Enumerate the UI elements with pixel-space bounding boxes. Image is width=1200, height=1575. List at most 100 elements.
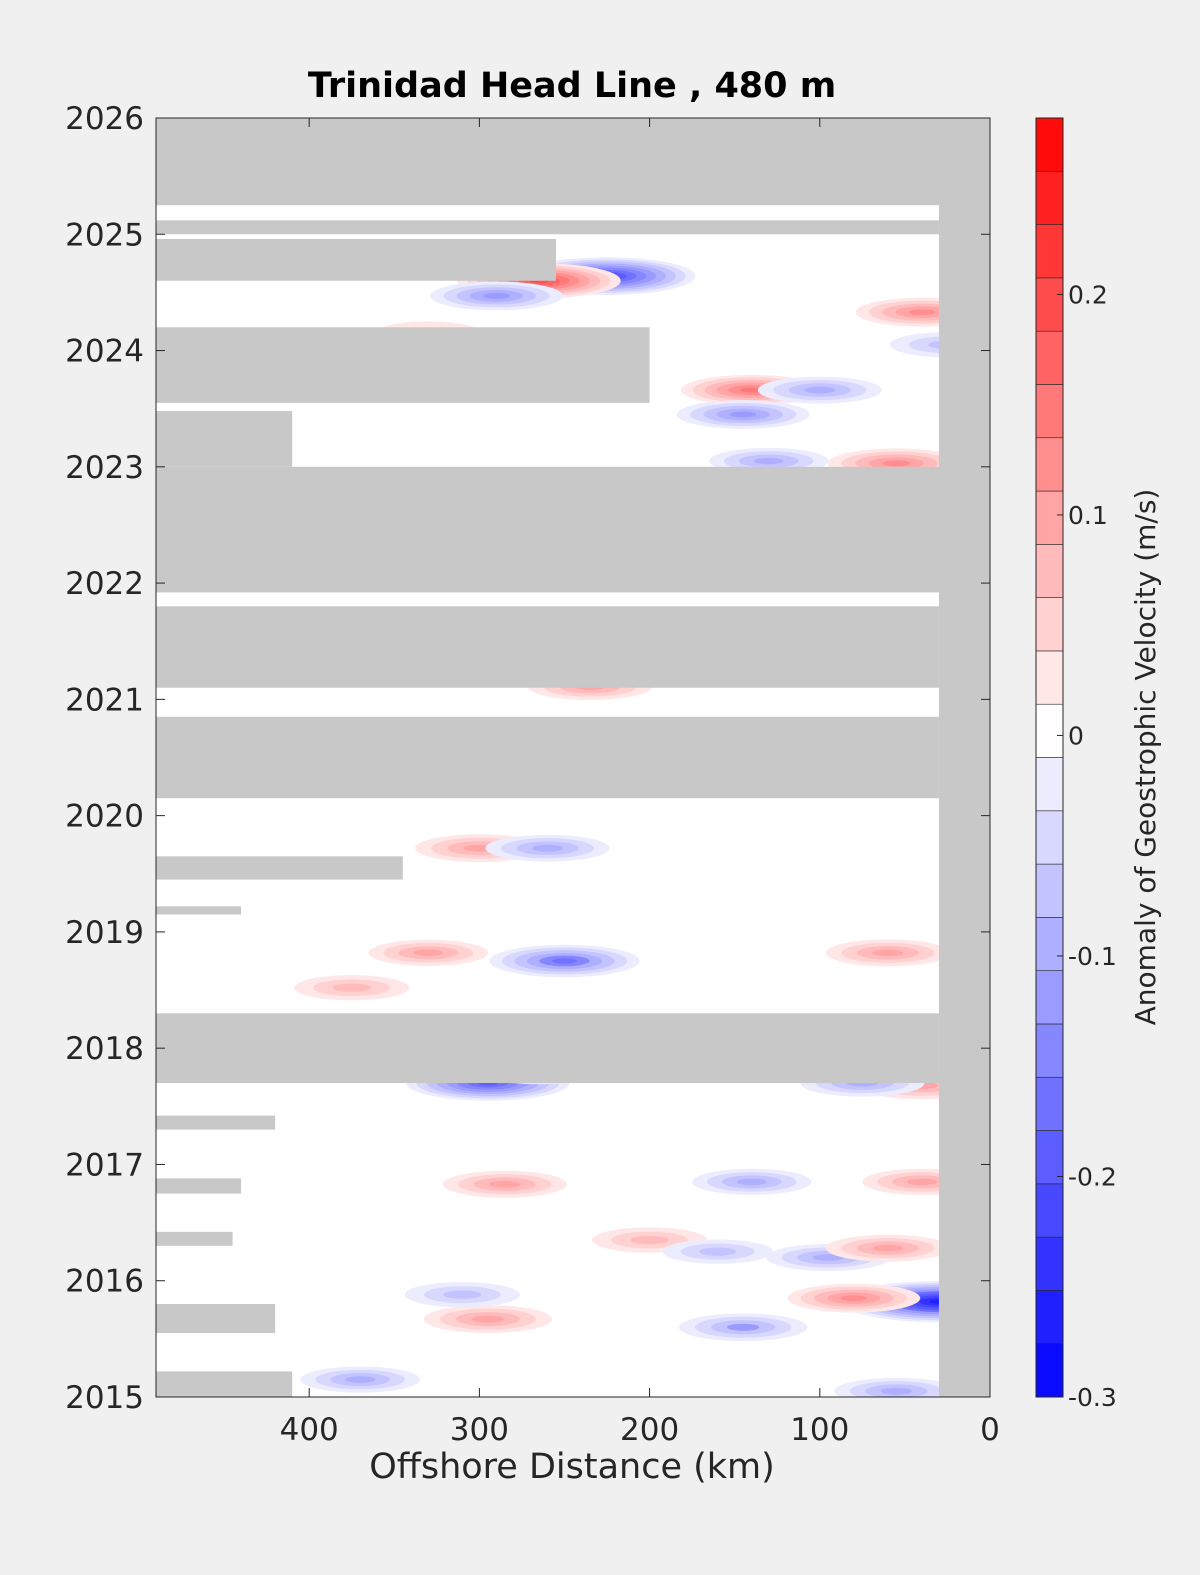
colorbar-level bbox=[1035, 597, 1064, 652]
missing-data-block bbox=[156, 327, 650, 403]
anomaly-contour bbox=[483, 292, 510, 299]
colorbar-level bbox=[1035, 1343, 1064, 1398]
colorbar-level bbox=[1035, 437, 1064, 492]
anomaly-contour bbox=[736, 1178, 767, 1186]
anomaly-contour bbox=[630, 1235, 669, 1245]
anomaly-blob bbox=[485, 834, 610, 862]
anomaly-contour bbox=[880, 1387, 912, 1395]
anomaly-blob bbox=[679, 1313, 808, 1342]
colorbar-level bbox=[1035, 650, 1064, 705]
colorbar-level bbox=[1035, 1236, 1064, 1291]
chart-title: Trinidad Head Line , 480 m bbox=[308, 66, 836, 106]
y-tick-label: 2022 bbox=[65, 566, 144, 602]
anomaly-contour bbox=[729, 411, 757, 418]
colorbar-level bbox=[1035, 1076, 1064, 1131]
missing-data-block bbox=[156, 906, 242, 915]
anomaly-blob bbox=[423, 1305, 553, 1333]
colorbar-level bbox=[1035, 1290, 1064, 1345]
y-tick-label: 2019 bbox=[65, 915, 144, 951]
y-tick-label: 2017 bbox=[65, 1147, 144, 1183]
anomaly-contour bbox=[812, 1254, 844, 1261]
anomaly-contour bbox=[872, 949, 904, 957]
colorbar-tick-label: -0.3 bbox=[1068, 1383, 1117, 1412]
anomaly-contour bbox=[345, 1376, 376, 1383]
anomaly-contour bbox=[413, 949, 444, 957]
anomaly-contour bbox=[907, 1178, 937, 1186]
y-tick-label: 2021 bbox=[65, 682, 144, 718]
anomaly-blob bbox=[825, 939, 950, 967]
missing-data-block bbox=[938, 118, 990, 1397]
colorbar-level bbox=[1035, 277, 1064, 332]
missing-data-block bbox=[156, 1178, 242, 1194]
colorbar-tick-label: -0.1 bbox=[1068, 942, 1117, 971]
missing-data-block bbox=[156, 1013, 939, 1084]
anomaly-blob bbox=[825, 1234, 950, 1262]
colorbar-ticks: -0.3 -0.2 -0.1 0 0.1 0.2 bbox=[1057, 280, 1117, 1412]
colorbar-tick-label: 0 bbox=[1068, 721, 1084, 750]
y-tick-label: 2020 bbox=[65, 799, 144, 835]
anomaly-blob bbox=[368, 939, 489, 966]
missing-data-block bbox=[156, 606, 939, 688]
missing-data-block bbox=[156, 1371, 293, 1397]
y-axis: 2015 2016 2017 2018 2019 2020 2021 2022 2023 2024… bbox=[65, 101, 990, 1416]
colorbar-level bbox=[1035, 863, 1064, 918]
anomaly-contour bbox=[840, 1295, 868, 1302]
y-tick-label: 2018 bbox=[65, 1031, 144, 1067]
missing-data-block bbox=[156, 220, 939, 235]
colorbar-level bbox=[1035, 810, 1064, 865]
x-tick-label: 300 bbox=[450, 1412, 509, 1448]
anomaly-blob bbox=[300, 1366, 421, 1393]
colorbar-level bbox=[1035, 917, 1064, 971]
anomaly-contour bbox=[551, 958, 577, 964]
colorbar-frame bbox=[1035, 117, 1064, 1398]
anomaly-contour bbox=[489, 1180, 521, 1188]
anomaly-contour bbox=[699, 1247, 737, 1256]
colorbar-level bbox=[1035, 330, 1064, 385]
y-tick-label: 2024 bbox=[65, 334, 144, 370]
missing-data-mask bbox=[156, 118, 990, 1397]
anomaly-contour bbox=[753, 457, 784, 465]
anomaly-contour bbox=[804, 386, 836, 394]
colorbar-level bbox=[1035, 544, 1064, 598]
anomaly-blob bbox=[430, 281, 563, 311]
anomaly-blob bbox=[294, 975, 410, 1001]
anomaly-blob bbox=[691, 1168, 812, 1195]
x-tick-label: 400 bbox=[280, 1412, 339, 1448]
y-tick-label: 2016 bbox=[65, 1264, 144, 1300]
anomaly-contour bbox=[531, 844, 563, 852]
anomaly-contour bbox=[727, 1323, 760, 1331]
x-tick-label: 0 bbox=[980, 1412, 1000, 1448]
anomaly-blob bbox=[757, 376, 882, 404]
missing-data-block bbox=[156, 466, 990, 593]
colorbar: -0.3 -0.2 -0.1 0 0.1 0.2 Anomaly of Geostroph… bbox=[1035, 117, 1162, 1412]
missing-data-block bbox=[156, 1115, 276, 1130]
y-tick-label: 2015 bbox=[65, 1380, 144, 1416]
colorbar-level bbox=[1035, 757, 1064, 812]
missing-data-block bbox=[156, 856, 403, 880]
missing-data-block bbox=[156, 238, 556, 281]
anomaly-contour bbox=[908, 309, 936, 316]
colorbar-level bbox=[1035, 970, 1064, 1025]
colorbar-level bbox=[1035, 1130, 1064, 1185]
colorbar-tick-label: 0.1 bbox=[1068, 501, 1108, 530]
plot-area bbox=[155, 117, 991, 1398]
y-tick-label: 2026 bbox=[65, 101, 144, 137]
anomaly-blob bbox=[834, 1377, 959, 1397]
colorbar-level bbox=[1035, 1023, 1064, 1078]
colorbar-level bbox=[1035, 117, 1064, 172]
colorbar-tick-label: 0.2 bbox=[1068, 280, 1108, 309]
anomaly-blob bbox=[404, 1282, 520, 1308]
colorbar-gradient bbox=[1035, 117, 1064, 1398]
anomaly-blob bbox=[489, 944, 640, 978]
colorbar-tick-label: -0.2 bbox=[1068, 1162, 1117, 1191]
anomaly-contour bbox=[882, 460, 911, 467]
x-tick-label: 200 bbox=[620, 1412, 679, 1448]
anomaly-blob bbox=[787, 1283, 921, 1313]
colorbar-level bbox=[1035, 490, 1064, 545]
missing-data-block bbox=[156, 1303, 276, 1334]
anomaly-contour bbox=[872, 1244, 904, 1252]
anomaly-blob bbox=[676, 400, 810, 429]
missing-data-block bbox=[156, 716, 939, 799]
anomaly-contour bbox=[739, 387, 764, 393]
